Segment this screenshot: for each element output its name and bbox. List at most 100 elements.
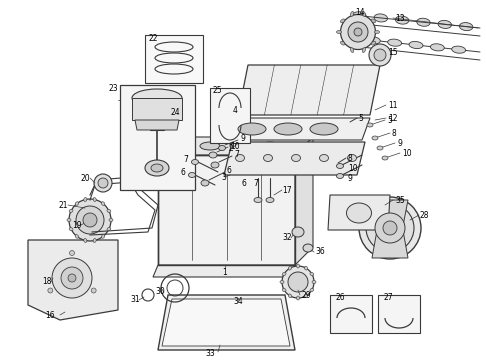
- Text: 24: 24: [170, 108, 180, 117]
- Ellipse shape: [304, 294, 308, 298]
- Polygon shape: [135, 120, 179, 130]
- Ellipse shape: [280, 280, 284, 284]
- Ellipse shape: [310, 273, 314, 276]
- Ellipse shape: [350, 12, 354, 16]
- Text: 32: 32: [282, 234, 292, 243]
- Polygon shape: [238, 65, 380, 115]
- Ellipse shape: [274, 123, 302, 135]
- Text: 9: 9: [348, 174, 353, 183]
- Ellipse shape: [201, 180, 209, 186]
- Ellipse shape: [68, 274, 76, 282]
- Ellipse shape: [337, 31, 342, 33]
- Ellipse shape: [383, 221, 397, 235]
- Ellipse shape: [310, 123, 338, 135]
- Ellipse shape: [75, 202, 78, 206]
- Ellipse shape: [372, 136, 378, 140]
- Ellipse shape: [460, 23, 473, 31]
- Ellipse shape: [341, 19, 345, 23]
- Ellipse shape: [84, 198, 87, 202]
- Polygon shape: [295, 137, 313, 265]
- Ellipse shape: [151, 164, 163, 172]
- Ellipse shape: [200, 142, 220, 150]
- Ellipse shape: [371, 19, 375, 23]
- Text: 29: 29: [302, 291, 312, 300]
- Ellipse shape: [101, 202, 105, 206]
- Polygon shape: [132, 98, 182, 120]
- Ellipse shape: [362, 12, 366, 16]
- Text: 14: 14: [355, 8, 365, 17]
- Text: 8: 8: [348, 153, 353, 162]
- Ellipse shape: [438, 21, 451, 28]
- Ellipse shape: [350, 48, 354, 53]
- Polygon shape: [372, 225, 408, 258]
- Bar: [210, 88, 250, 143]
- Text: 35: 35: [395, 195, 405, 204]
- Ellipse shape: [366, 204, 414, 252]
- Text: 34: 34: [233, 297, 243, 306]
- Ellipse shape: [282, 273, 286, 276]
- Ellipse shape: [416, 18, 430, 26]
- Text: 1: 1: [222, 268, 227, 277]
- Text: 21: 21: [58, 201, 68, 210]
- Ellipse shape: [266, 198, 274, 202]
- Text: 5: 5: [387, 116, 392, 125]
- Polygon shape: [228, 118, 370, 140]
- Ellipse shape: [288, 272, 308, 292]
- Ellipse shape: [91, 288, 96, 293]
- Text: 20: 20: [80, 174, 90, 183]
- Text: 7: 7: [234, 149, 239, 158]
- Ellipse shape: [395, 16, 409, 24]
- Text: 12: 12: [388, 113, 397, 122]
- Text: 23: 23: [108, 84, 118, 93]
- Ellipse shape: [132, 89, 182, 107]
- Text: 31: 31: [130, 296, 140, 305]
- Text: 6: 6: [180, 167, 185, 176]
- Text: 33: 33: [205, 348, 215, 357]
- Ellipse shape: [69, 199, 111, 241]
- Ellipse shape: [264, 154, 272, 162]
- Text: 30: 30: [155, 288, 165, 297]
- Ellipse shape: [75, 235, 78, 238]
- Ellipse shape: [374, 14, 388, 22]
- Ellipse shape: [304, 266, 308, 270]
- Bar: [120, 85, 195, 190]
- Ellipse shape: [367, 37, 380, 44]
- Ellipse shape: [69, 209, 73, 212]
- Text: 17: 17: [282, 185, 292, 194]
- Ellipse shape: [170, 142, 190, 150]
- Ellipse shape: [69, 228, 73, 231]
- Text: 7: 7: [183, 154, 188, 163]
- Text: 9: 9: [240, 134, 245, 143]
- Ellipse shape: [84, 238, 87, 242]
- Ellipse shape: [430, 44, 444, 51]
- Text: 10: 10: [402, 149, 412, 158]
- Polygon shape: [162, 299, 290, 346]
- Text: 10: 10: [230, 141, 240, 150]
- Ellipse shape: [362, 48, 366, 53]
- Bar: [330, 295, 372, 333]
- Ellipse shape: [348, 22, 368, 42]
- Polygon shape: [158, 295, 295, 350]
- Text: 16: 16: [45, 310, 55, 320]
- Ellipse shape: [219, 145, 225, 150]
- Ellipse shape: [359, 197, 421, 259]
- Ellipse shape: [388, 39, 402, 46]
- Polygon shape: [158, 137, 313, 155]
- Ellipse shape: [192, 159, 198, 165]
- Text: 13: 13: [395, 14, 405, 23]
- Ellipse shape: [52, 258, 92, 298]
- Ellipse shape: [211, 162, 219, 168]
- Text: 8: 8: [392, 129, 397, 138]
- Ellipse shape: [288, 294, 292, 298]
- Ellipse shape: [452, 46, 466, 53]
- Ellipse shape: [109, 219, 113, 221]
- Ellipse shape: [312, 280, 316, 284]
- Ellipse shape: [260, 142, 280, 150]
- Ellipse shape: [238, 123, 266, 135]
- Ellipse shape: [374, 31, 379, 33]
- Ellipse shape: [337, 174, 343, 179]
- Text: 2: 2: [228, 144, 233, 153]
- Text: 11: 11: [388, 100, 397, 109]
- Ellipse shape: [93, 198, 96, 202]
- Text: 3: 3: [221, 172, 226, 181]
